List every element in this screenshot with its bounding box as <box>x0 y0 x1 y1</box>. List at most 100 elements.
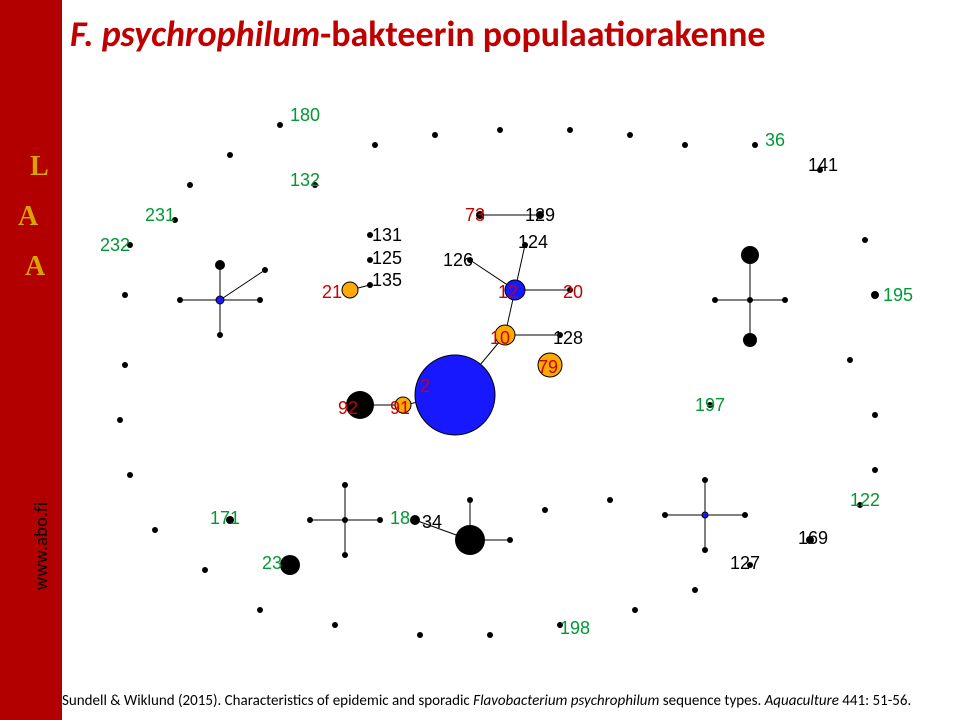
node <box>227 152 233 158</box>
node <box>627 132 633 138</box>
edge <box>220 270 265 300</box>
node <box>712 297 718 303</box>
node <box>497 127 503 133</box>
node-label: 232 <box>100 235 130 256</box>
node-label: 198 <box>560 618 590 639</box>
node-label: 92 <box>338 398 358 419</box>
brand-sidebar: L A A www.abo.fi <box>0 0 62 720</box>
node <box>607 497 613 503</box>
node <box>187 182 193 188</box>
node-label: 18 <box>390 508 410 529</box>
seal-fragment: L A A <box>0 0 62 720</box>
node-label: 129 <box>525 205 555 226</box>
node-label: 20 <box>563 282 583 303</box>
node <box>417 632 423 638</box>
node <box>692 587 698 593</box>
node <box>487 632 493 638</box>
node-label: 141 <box>808 155 838 176</box>
node <box>122 362 128 368</box>
node <box>342 282 358 298</box>
node-label: 79 <box>538 357 558 378</box>
node <box>307 517 313 523</box>
node-label: 91 <box>390 398 410 419</box>
title-italic: F. psychrophilum <box>70 12 320 56</box>
node-label: 132 <box>290 170 320 191</box>
node <box>567 127 573 133</box>
node-label: 12 <box>498 282 518 303</box>
citation-ref: 441: 51-56. <box>839 692 911 710</box>
node <box>377 517 383 523</box>
node <box>216 296 224 304</box>
node <box>872 467 878 473</box>
node <box>662 512 668 518</box>
node <box>177 297 183 303</box>
node <box>871 291 879 299</box>
node-label: 135 <box>372 270 402 291</box>
node <box>432 132 438 138</box>
node-label: 171 <box>210 508 240 529</box>
citation-desc1: Characteristics of epidemic and sporadic <box>221 692 473 710</box>
node <box>872 412 878 418</box>
node-label: 23 <box>262 553 282 574</box>
node <box>332 622 338 628</box>
node <box>702 547 708 553</box>
node-label: 122 <box>850 490 880 511</box>
node <box>117 417 123 423</box>
node-label: 73 <box>465 205 485 226</box>
node <box>542 507 548 513</box>
node <box>122 292 128 298</box>
node <box>217 332 223 338</box>
node <box>862 237 868 243</box>
node <box>702 477 708 483</box>
node-label: 197 <box>695 395 725 416</box>
node <box>277 122 283 128</box>
node <box>632 607 638 613</box>
node <box>280 555 300 575</box>
node-label: 126 <box>443 250 473 271</box>
node <box>342 517 348 523</box>
node-label: 21 <box>322 282 342 303</box>
citation-desc2: sequence types. <box>659 692 764 710</box>
side-url: www.abo.fi <box>30 501 52 590</box>
node <box>127 472 133 478</box>
node <box>342 482 348 488</box>
citation-species: Flavobacterium psychrophilum <box>473 692 659 710</box>
node-label: 169 <box>798 528 828 549</box>
node-label: 127 <box>730 553 760 574</box>
page-title: F. psychrophilum-bakteerin populaatiorak… <box>70 12 766 56</box>
node-label: 124 <box>518 232 548 253</box>
node <box>741 246 759 264</box>
node-label: 2 <box>420 376 430 397</box>
citation-authors: Sundell & Wiklund (2015). <box>62 692 221 710</box>
node <box>257 297 263 303</box>
node <box>215 260 225 270</box>
node-label: 128 <box>553 328 583 349</box>
node <box>752 142 758 148</box>
node-label: 10 <box>490 328 510 349</box>
node <box>372 142 378 148</box>
node <box>467 497 473 503</box>
citation-journal: Aquaculture <box>765 692 839 710</box>
node <box>257 607 263 613</box>
node <box>847 357 853 363</box>
node <box>410 515 420 525</box>
node <box>507 537 513 543</box>
node <box>742 512 748 518</box>
node <box>747 297 753 303</box>
svg-text:L: L <box>30 151 49 182</box>
citation: Sundell & Wiklund (2015). Characteristic… <box>62 692 911 710</box>
node-label: 180 <box>290 105 320 126</box>
node <box>455 525 485 555</box>
node <box>342 552 348 558</box>
node <box>782 297 788 303</box>
node-label: 36 <box>765 130 785 151</box>
node-label: 125 <box>372 248 402 269</box>
node-label: 195 <box>883 285 913 306</box>
network-diagram: 1801322312323614113112513521731291261241… <box>70 70 940 670</box>
node-label: 131 <box>372 225 402 246</box>
node <box>202 567 208 573</box>
node-label: 231 <box>145 205 175 226</box>
node <box>682 142 688 148</box>
title-rest: -bakteerin populaatiorakenne <box>320 12 765 56</box>
node <box>152 527 158 533</box>
